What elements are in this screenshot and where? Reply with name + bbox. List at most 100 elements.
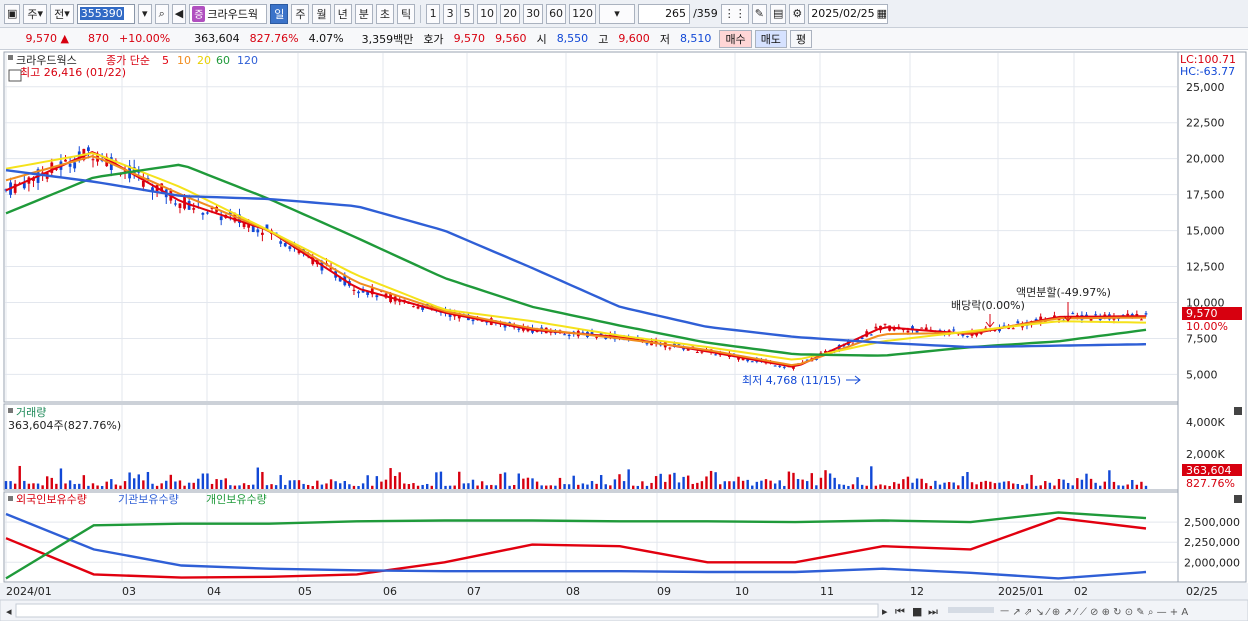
candle-body	[412, 306, 415, 308]
split-arrow-icon	[1063, 302, 1073, 322]
scroll-left-icon[interactable]: ◂	[6, 605, 12, 618]
candle-body	[73, 162, 77, 169]
x-axis: 2024/01 03 04 05 06 07 08 09 10 11 12 2025/01 02 02/2…	[6, 585, 1218, 598]
panel-handle-icon[interactable]	[8, 408, 13, 413]
interval-30[interactable]: 30	[523, 3, 544, 24]
forward-icon[interactable]: ⏭	[928, 605, 938, 618]
scroll-right-icon[interactable]: ▸	[882, 605, 888, 618]
edit-icon[interactable]: ✎	[751, 3, 767, 24]
ma-60-line	[5, 163, 1147, 357]
gear-icon[interactable]: ⚙	[789, 3, 806, 24]
speaker-icon[interactable]: ◀	[171, 3, 187, 24]
volume-bar	[13, 483, 17, 489]
candle-body	[750, 361, 754, 363]
save-icon[interactable]: ▤	[769, 3, 787, 24]
quote-bar: 9,570 ▲ 870 +10.00% 363,604 827.76% 4.07…	[0, 28, 1248, 50]
candle-body	[1016, 321, 1020, 324]
volume-tick-4000k: 4,000K	[1186, 416, 1225, 429]
volume-bar	[883, 485, 887, 489]
volume-panel[interactable]	[3, 403, 1179, 491]
candle-body	[1075, 315, 1079, 317]
candle-body	[567, 334, 571, 337]
scrollbar-track[interactable]	[15, 603, 879, 618]
volume-bar	[293, 480, 296, 489]
candle-body	[192, 208, 196, 210]
interval-1[interactable]: 1	[426, 3, 441, 24]
last-price-pct: 10.00%	[1186, 320, 1228, 333]
drawing-tools-icon[interactable]: ㅡ ↗ ⇗ ↘ ⁄ ⊕ ↗ ⁄ ⟋ ⊘ ⊕ ↻ ⊙ ✎ ⌕ — + A	[1000, 607, 1188, 618]
eval-button[interactable]: 평	[789, 29, 813, 48]
ma-20-line	[5, 152, 1147, 361]
volume-bar	[357, 485, 360, 489]
candle-body	[366, 291, 370, 295]
volume-bar	[1117, 485, 1120, 489]
volume-bar	[526, 477, 530, 489]
volume-bar	[925, 483, 928, 489]
calendar-icon[interactable]	[8, 69, 22, 82]
candle-body	[911, 326, 914, 331]
search-icon[interactable]: ⌕	[154, 3, 169, 24]
interval-3[interactable]: 3	[443, 3, 458, 24]
sell-button[interactable]: 매도	[754, 29, 787, 48]
buy-button[interactable]: 매수	[719, 29, 752, 48]
volume-bar	[773, 483, 777, 489]
panel-handle-icon[interactable]	[8, 55, 13, 60]
layout-icon[interactable]: ▣	[4, 3, 21, 24]
tab-minute[interactable]: 분	[354, 3, 373, 24]
period-dropdown[interactable]: 주 ▾	[23, 3, 48, 24]
volume-bar	[320, 484, 324, 489]
x-tick-label: 12	[910, 585, 924, 598]
tab-month[interactable]: 월	[312, 3, 331, 24]
candle-body	[22, 183, 26, 189]
code-dropdown-button[interactable]: ▾	[137, 3, 152, 24]
tab-day[interactable]: 일	[270, 3, 289, 24]
interval-10[interactable]: 10	[477, 3, 498, 24]
maximize-icon[interactable]	[1234, 407, 1242, 415]
volume-bar	[581, 483, 585, 489]
volume-bar	[471, 479, 475, 489]
volume-bar	[18, 465, 21, 489]
interval-20[interactable]: 20	[500, 3, 521, 24]
price-tick: 17,500	[1186, 189, 1225, 202]
candle-body	[975, 333, 979, 336]
price-tick: 7,500	[1186, 332, 1218, 345]
price-tick: 10,000	[1186, 297, 1225, 310]
chart-tool-icon[interactable]: ⋮⋮	[720, 3, 749, 24]
x-tick-label: 07	[467, 585, 481, 598]
tab-year[interactable]: 년	[333, 3, 352, 24]
candle-body	[714, 354, 718, 356]
count-field[interactable]: 265	[638, 3, 691, 24]
rewind-icon[interactable]: ⏮	[895, 605, 905, 618]
volume-bar	[993, 483, 997, 489]
candle-body	[654, 340, 658, 344]
tab-tick[interactable]: 틱	[396, 3, 416, 24]
prev-dropdown[interactable]: 전 ▾	[50, 3, 74, 24]
price-change: 870	[88, 32, 109, 45]
volume-title: 거래량	[16, 406, 46, 419]
holdings-tick: 2,250,000	[1184, 536, 1240, 549]
date-field[interactable]: 2025/02/25 ▦	[808, 3, 889, 24]
stop-icon[interactable]: ■	[912, 605, 922, 618]
interval-120[interactable]: 120	[569, 3, 597, 24]
stock-chart[interactable]: 크라우드웍스 종가 단순 5 10 20 60 120 최고 26,416 (0…	[0, 50, 1248, 621]
volume-bar	[1030, 474, 1033, 489]
volume-bar	[599, 475, 603, 489]
interval-5[interactable]: 5	[460, 3, 475, 24]
volume-bar	[1135, 484, 1139, 489]
maximize-icon[interactable]	[1234, 495, 1242, 503]
volume-bar	[261, 471, 264, 489]
zoom-slider[interactable]	[948, 607, 994, 613]
tab-second[interactable]: 초	[375, 3, 394, 24]
candle-body	[1011, 328, 1015, 330]
panel-handle-icon[interactable]	[8, 496, 13, 501]
interval-select[interactable]: ▾	[599, 3, 636, 24]
calendar-icon[interactable]: ▦	[876, 7, 888, 20]
volume-ratio: 827.76%	[249, 32, 299, 45]
tab-week[interactable]: 주	[291, 3, 310, 24]
stock-code-input[interactable]: 355390	[76, 3, 135, 24]
volume-bar	[284, 484, 287, 489]
volume-bar	[366, 475, 369, 489]
stock-name-field[interactable]: 증 크라우드웍	[189, 3, 268, 24]
price-panel[interactable]	[3, 51, 1179, 403]
interval-60[interactable]: 60	[546, 3, 567, 24]
